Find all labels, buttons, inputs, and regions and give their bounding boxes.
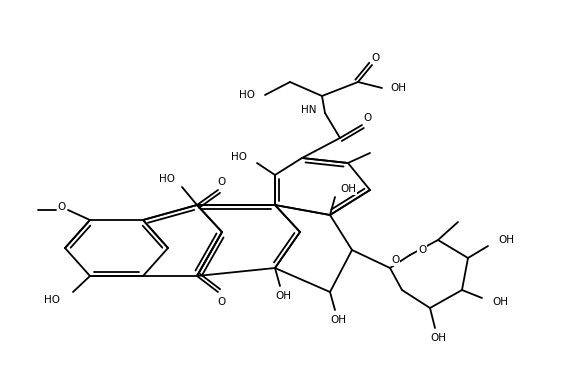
Text: O: O [218,177,226,187]
Text: O: O [391,255,399,265]
Text: OH: OH [340,184,356,194]
Text: OH: OH [275,291,291,301]
Text: O: O [418,245,426,255]
Text: O: O [372,53,380,63]
Text: HN: HN [301,105,316,115]
Text: HO: HO [239,90,255,100]
Text: OH: OH [390,83,406,93]
Text: OH: OH [492,297,508,307]
Text: O: O [58,202,66,212]
Text: OH: OH [330,315,346,325]
Text: O: O [364,113,372,123]
Text: OH: OH [498,235,514,245]
Text: HO: HO [231,152,247,162]
Text: O: O [218,297,226,307]
Text: OH: OH [430,333,446,343]
Text: HO: HO [159,174,175,184]
Text: HO: HO [44,295,60,305]
